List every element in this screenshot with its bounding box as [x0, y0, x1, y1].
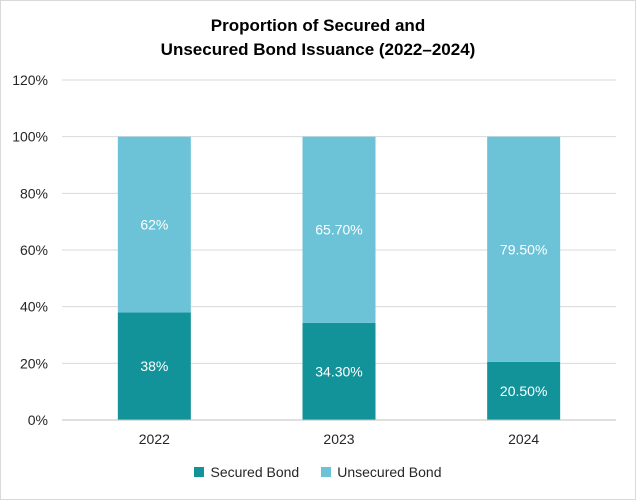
legend-swatch-unsecured [321, 467, 332, 477]
data-label: 79.50% [500, 241, 547, 257]
x-tick-label: 2022 [139, 431, 170, 447]
data-label: 20.50% [500, 383, 547, 399]
y-tick-label: 20% [20, 355, 48, 371]
chart-title: Proportion of Secured and Unsecured Bond… [0, 14, 636, 62]
bar-segment-unsecured-2024 [487, 136, 561, 362]
data-label: 65.70% [315, 222, 362, 238]
y-tick-label: 100% [12, 129, 48, 145]
bar-segment-secured-2023 [302, 322, 376, 420]
bar-segment-secured-2022 [117, 312, 191, 420]
y-tick-label: 60% [20, 242, 48, 258]
legend: Secured Bond Unsecured Bond [0, 464, 636, 480]
legend-label-unsecured: Unsecured Bond [337, 464, 442, 480]
bar-segment-secured-2024 [487, 361, 561, 420]
x-tick-label: 2024 [508, 431, 539, 447]
y-tick-label: 120% [12, 72, 48, 88]
y-tick-label: 80% [20, 185, 48, 201]
bar-segment-unsecured-2023 [302, 136, 376, 323]
legend-swatch-secured [194, 467, 205, 477]
legend-label-secured: Secured Bond [210, 464, 300, 480]
legend-item-secured: Secured Bond [194, 464, 299, 480]
chart-title-line-1: Proportion of Secured and [210, 16, 426, 35]
x-tick-label: 2023 [323, 431, 354, 447]
chart-title-line-2: Unsecured Bond Issuance (2022–2024) [160, 40, 476, 59]
data-label: 62% [140, 217, 168, 233]
bar-segment-unsecured-2022 [117, 136, 191, 313]
legend-item-unsecured: Unsecured Bond [321, 464, 442, 480]
data-label: 38% [140, 358, 168, 374]
y-tick-label: 0% [28, 412, 48, 428]
data-label: 34.30% [315, 363, 362, 379]
y-tick-label: 40% [20, 299, 48, 315]
